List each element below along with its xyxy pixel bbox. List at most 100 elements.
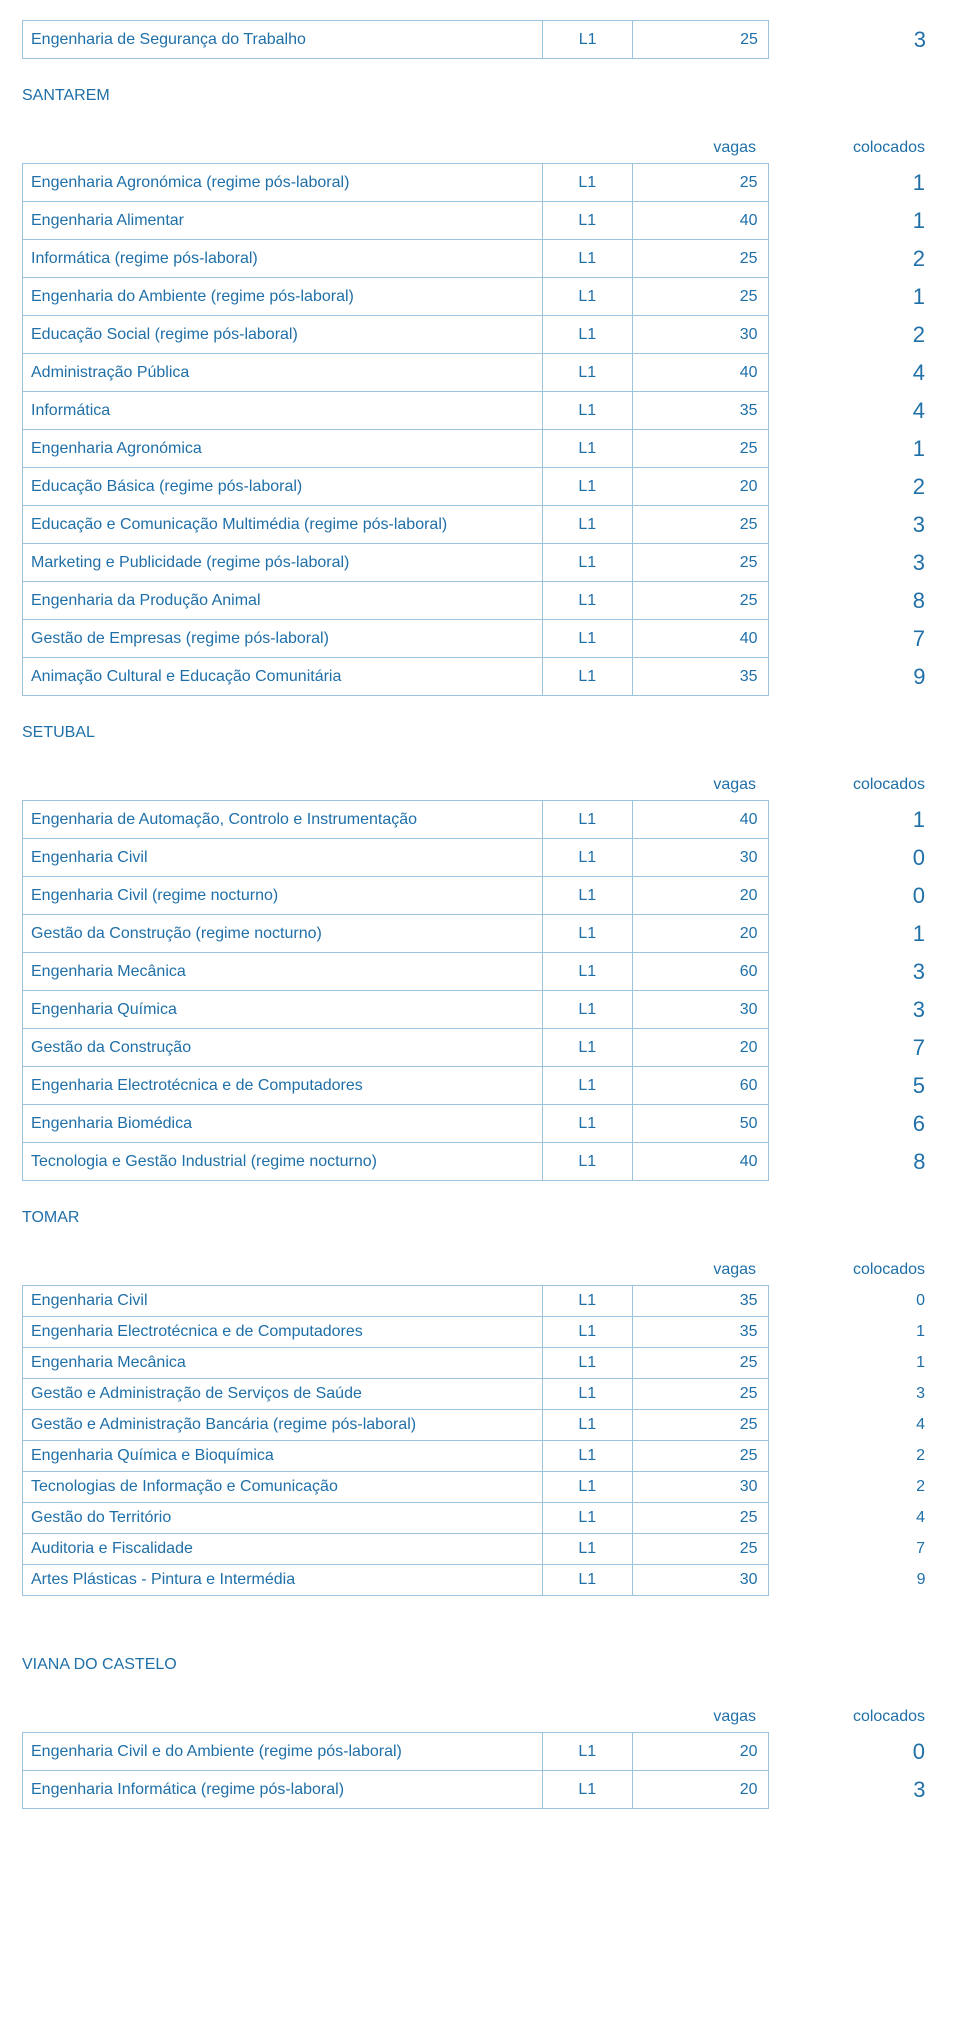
course-name: Auditoria e Fiscalidade [23,1534,543,1565]
course-coloc: 9 [768,1565,937,1596]
course-code: L1 [542,1317,632,1348]
course-code: L1 [542,1733,632,1771]
course-coloc: 3 [768,544,937,582]
course-vagas: 30 [632,991,768,1029]
header-vagas: vagas [632,770,768,801]
course-vagas: 40 [632,801,768,839]
section-title: VIANA DO CASTELO [22,1656,938,1674]
course-vagas: 60 [632,1067,768,1105]
table-row: Engenharia do Ambiente (regime pós-labor… [23,278,938,316]
course-name: Engenharia Electrotécnica e de Computado… [23,1317,543,1348]
course-vagas: 60 [632,953,768,991]
course-coloc: 1 [768,915,937,953]
course-coloc: 4 [768,354,937,392]
header-empty [23,770,543,801]
header-vagas: vagas [632,1702,768,1733]
course-coloc: 0 [768,1286,937,1317]
course-vagas: 25 [633,21,769,59]
table-row: Engenharia da Produção AnimalL1258 [23,582,938,620]
course-code: L1 [542,1771,632,1809]
course-coloc: 4 [768,1503,937,1534]
table-row: Tecnologias de Informação e ComunicaçãoL… [23,1472,938,1503]
course-coloc: 1 [768,1317,937,1348]
course-coloc: 1 [768,430,937,468]
course-code: L1 [542,316,632,354]
course-coloc: 1 [768,278,937,316]
course-code: L1 [542,582,632,620]
course-code: L1 [542,991,632,1029]
course-name: Engenharia do Ambiente (regime pós-labor… [23,278,543,316]
table-row: Engenharia Agronómica (regime pós-labora… [23,164,938,202]
courses-table: vagascolocadosEngenharia Agronómica (reg… [22,133,938,696]
table-row: Marketing e Publicidade (regime pós-labo… [23,544,938,582]
course-name: Engenharia Agronómica (regime pós-labora… [23,164,543,202]
course-vagas: 25 [632,1534,768,1565]
course-coloc: 3 [768,953,937,991]
course-code: L1 [542,877,632,915]
course-coloc: 0 [768,1733,937,1771]
course-name: Engenharia Civil [23,1286,543,1317]
course-name: Engenharia Química e Bioquímica [23,1441,543,1472]
course-name: Gestão de Empresas (regime pós-laboral) [23,620,543,658]
header-empty [542,1255,632,1286]
course-coloc: 9 [768,658,937,696]
course-vagas: 35 [632,658,768,696]
course-vagas: 25 [632,164,768,202]
course-vagas: 25 [632,278,768,316]
table-row: InformáticaL1354 [23,392,938,430]
course-code: L1 [542,1503,632,1534]
course-name: Gestão da Construção [23,1029,543,1067]
table-row: Gestão e Administração Bancária (regime … [23,1410,938,1441]
table-row: Gestão do TerritórioL1254 [23,1503,938,1534]
table-header-row: vagascolocados [23,770,938,801]
course-name: Engenharia Informática (regime pós-labor… [23,1771,543,1809]
course-name: Tecnologia e Gestão Industrial (regime n… [23,1143,543,1181]
course-coloc: 2 [768,468,937,506]
course-vagas: 25 [632,430,768,468]
course-code: L1 [542,1067,632,1105]
course-name: Gestão e Administração de Serviços de Sa… [23,1379,543,1410]
table-header-row: vagascolocados [23,1255,938,1286]
course-coloc: 1 [768,801,937,839]
header-empty [23,1255,543,1286]
table-row: Engenharia AlimentarL1401 [23,202,938,240]
course-coloc: 3 [768,991,937,1029]
table-row: Artes Plásticas - Pintura e IntermédiaL1… [23,1565,938,1596]
top-table: Engenharia de Segurança do Trabalho L1 2… [22,20,938,59]
course-vagas: 25 [632,240,768,278]
course-coloc: 3 [768,21,938,59]
course-code: L1 [542,164,632,202]
course-name: Marketing e Publicidade (regime pós-labo… [23,544,543,582]
course-name: Informática (regime pós-laboral) [23,240,543,278]
course-coloc: 8 [768,582,937,620]
course-code: L1 [542,1105,632,1143]
course-name: Tecnologias de Informação e Comunicação [23,1472,543,1503]
course-coloc: 2 [768,1441,937,1472]
course-code: L1 [542,392,632,430]
course-coloc: 7 [768,1029,937,1067]
course-name: Engenharia de Automação, Controlo e Inst… [23,801,543,839]
course-vagas: 40 [632,354,768,392]
course-code: L1 [542,620,632,658]
course-vagas: 25 [632,1379,768,1410]
course-code: L1 [542,202,632,240]
table-row: Engenharia de Automação, Controlo e Inst… [23,801,938,839]
table-row: Engenharia AgronómicaL1251 [23,430,938,468]
header-empty [23,133,543,164]
course-vagas: 20 [632,877,768,915]
course-code: L1 [542,1534,632,1565]
course-code: L1 [542,1143,632,1181]
course-coloc: 3 [768,506,937,544]
table-row: Engenharia Civil e do Ambiente (regime p… [23,1733,938,1771]
course-vagas: 25 [632,1503,768,1534]
course-name: Artes Plásticas - Pintura e Intermédia [23,1565,543,1596]
header-vagas: vagas [632,1255,768,1286]
course-name: Animação Cultural e Educação Comunitária [23,658,543,696]
course-code: L1 [542,1348,632,1379]
course-vagas: 25 [632,1441,768,1472]
section: TOMARvagascolocadosEngenharia CivilL1350… [22,1209,938,1596]
course-code: L1 [542,354,632,392]
table-header-row: vagascolocados [23,133,938,164]
course-vagas: 35 [632,392,768,430]
header-empty [542,133,632,164]
